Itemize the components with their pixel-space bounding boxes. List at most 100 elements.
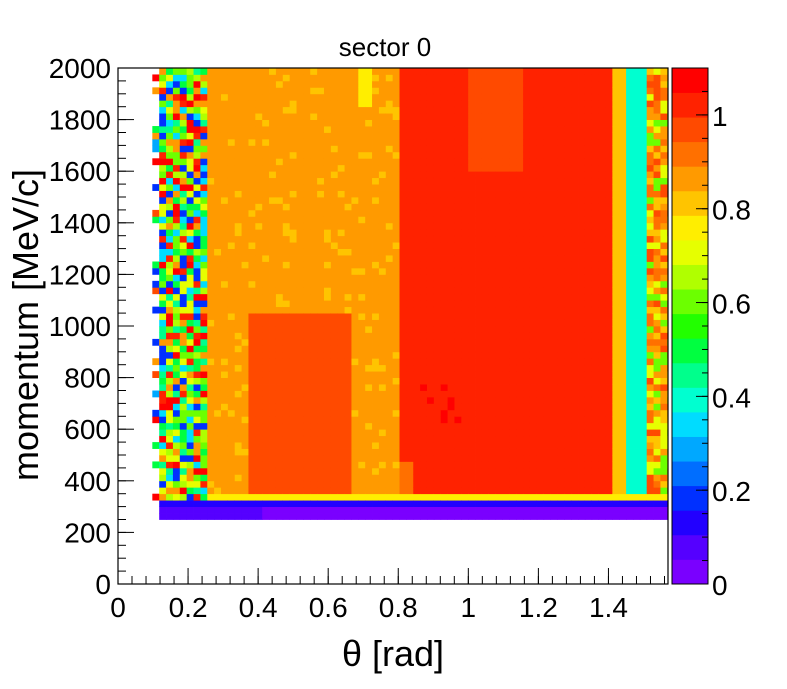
heatmap-cell: [502, 416, 510, 424]
heatmap-cell: [255, 190, 263, 198]
heatmap-cell: [207, 106, 215, 114]
heatmap-cell: [481, 513, 490, 520]
heatmap-cell: [413, 461, 421, 469]
heatmap-cell: [468, 158, 476, 166]
heatmap-cell: [220, 326, 229, 333]
heatmap-cell: [626, 364, 634, 372]
heatmap-cell: [488, 455, 497, 462]
heatmap-cell: [571, 416, 579, 424]
heatmap-cell: [523, 467, 531, 475]
heatmap-cell: [488, 267, 497, 275]
heatmap-cell: [584, 126, 593, 133]
heatmap-cell: [475, 74, 483, 82]
heatmap-cell: [399, 429, 407, 437]
heatmap-cell: [536, 216, 545, 224]
heatmap-cell: [447, 422, 455, 430]
heatmap-cell: [626, 467, 634, 475]
heatmap-cell: [275, 345, 284, 353]
heatmap-cell: [564, 332, 572, 340]
heatmap-cell: [365, 306, 373, 314]
heatmap-cell: [413, 106, 421, 114]
heatmap-cell: [454, 248, 462, 256]
heatmap-cell: [488, 93, 497, 101]
heatmap-cell: [372, 177, 380, 185]
heatmap-cell: [214, 448, 222, 456]
heatmap-cell: [495, 100, 503, 108]
heatmap-cell: [413, 338, 421, 346]
heatmap-cell: [626, 80, 634, 88]
heatmap-cell: [372, 319, 380, 327]
heatmap-cell: [426, 396, 435, 404]
heatmap-cell: [172, 184, 181, 191]
heatmap-cell: [433, 338, 442, 346]
heatmap-cell: [207, 371, 215, 378]
heatmap-cell: [632, 416, 641, 424]
heatmap-cell: [447, 280, 455, 288]
heatmap-cell: [378, 493, 387, 501]
heatmap-cell: [296, 455, 304, 462]
heatmap-cell: [557, 326, 565, 333]
heatmap-cell: [426, 106, 435, 114]
heatmap-cell: [392, 358, 400, 366]
heatmap-cell: [241, 409, 249, 417]
heatmap-cell: [578, 80, 586, 88]
heatmap-cell: [214, 145, 222, 153]
heatmap-cell: [578, 177, 586, 185]
heatmap-cell: [591, 306, 600, 314]
heatmap-cell: [186, 190, 194, 198]
heatmap-cell: [166, 326, 174, 333]
heatmap-cell: [440, 326, 448, 333]
heatmap-cell: [344, 448, 352, 456]
heatmap-cell: [605, 138, 613, 146]
heatmap-cell: [358, 209, 366, 217]
heatmap-cell: [186, 416, 194, 424]
heatmap-cell: [495, 422, 503, 430]
heatmap-cell: [632, 119, 641, 127]
heatmap-cell: [529, 487, 538, 495]
heatmap-cell: [632, 261, 641, 269]
heatmap-cell: [234, 313, 242, 320]
heatmap-cell: [468, 448, 476, 456]
heatmap-cell: [632, 351, 641, 359]
heatmap-cell: [564, 151, 572, 159]
heatmap-cell: [303, 261, 311, 269]
heatmap-cell: [543, 390, 551, 398]
heatmap-cell: [385, 74, 394, 82]
heatmap-cell: [523, 74, 531, 82]
heatmap-cell: [365, 267, 373, 275]
heatmap-cell: [578, 448, 586, 456]
heatmap-cell: [598, 409, 606, 417]
heatmap-cell: [365, 100, 373, 108]
heatmap-cell: [193, 293, 201, 301]
heatmap-cell: [420, 358, 428, 366]
heatmap-cell: [619, 416, 627, 424]
heatmap-cell: [571, 100, 579, 108]
heatmap-cell: [289, 313, 297, 320]
heatmap-cell: [523, 177, 531, 185]
heatmap-cell: [571, 371, 579, 378]
heatmap-cell: [159, 448, 167, 456]
heatmap-cell: [385, 513, 394, 520]
heatmap-cell: [200, 493, 208, 501]
heatmap-cell: [214, 487, 222, 495]
heatmap-cell: [516, 74, 524, 82]
heatmap-cell: [365, 319, 373, 327]
heatmap-cell: [269, 171, 277, 179]
heatmap-cell: [495, 222, 503, 230]
heatmap-cell: [344, 377, 352, 385]
heatmap-cell: [330, 242, 339, 249]
heatmap-cell: [475, 390, 483, 398]
heatmap-cell: [502, 93, 510, 101]
heatmap-cell: [365, 190, 373, 198]
heatmap-cell: [269, 177, 277, 185]
heatmap-cell: [166, 255, 174, 262]
heatmap-cell: [282, 313, 291, 320]
heatmap-cell: [605, 280, 613, 288]
heatmap-cell: [461, 377, 469, 385]
heatmap-cell: [310, 480, 318, 488]
heatmap-cell: [289, 235, 297, 243]
heatmap-cell: [344, 80, 352, 88]
heatmap-cell: [275, 332, 284, 340]
heatmap-cell: [626, 177, 634, 185]
heatmap-cell: [639, 203, 648, 211]
